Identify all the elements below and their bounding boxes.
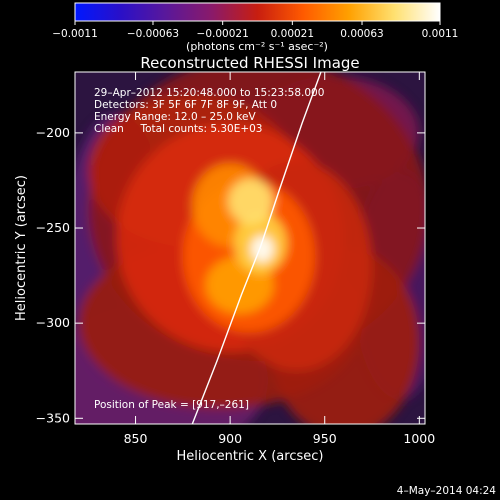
colorbar-tick-label: 0.0011 (422, 28, 459, 40)
observation-info: 29–Apr–2012 15:20:48.000 to 15:23:58.000… (94, 87, 324, 135)
info-line-detectors: Detectors: 3F 5F 6F 7F 8F 9F, Att 0 (94, 99, 277, 111)
heatmap-blob (228, 178, 274, 225)
colorbar-tick-label: 0.00063 (340, 28, 383, 40)
chart-title: Reconstructed RHESSI Image (140, 54, 359, 72)
colorbar-ticks: −0.0011 −0.00063 −0.00021 0.00021 0.00063 0.0… (52, 21, 458, 40)
info-line-energy: Energy Range: 12.0 – 25.0 keV (94, 111, 256, 123)
colorbar-tick-label: −0.0011 (52, 28, 98, 40)
info-line-time: 29–Apr–2012 15:20:48.000 to 15:23:58.000 (94, 87, 324, 99)
y-tick-label: −300 (36, 315, 70, 330)
x-axis-label: Heliocentric X (arcsec) (177, 449, 324, 464)
x-tick-label: 950 (313, 431, 337, 446)
axis-ticks: 850 900 950 1000 −200 −250 −300 −350 (36, 72, 435, 446)
y-axis-label: Heliocentric Y (arcsec) (14, 175, 29, 321)
colorbar-tick-label: −0.00021 (197, 28, 249, 40)
y-tick-label: −250 (36, 220, 70, 235)
y-tick-label: −200 (36, 125, 70, 140)
heatmap-image (75, 72, 425, 424)
solar-limb-line (191, 72, 322, 424)
colorbar-tick-label: 0.00021 (271, 28, 314, 40)
colorbar-unit-label: (photons cm⁻² s⁻¹ asec⁻²) (186, 40, 328, 53)
y-tick-label: −350 (36, 410, 70, 425)
colorbar (74, 2, 441, 22)
peak-position-label: Position of Peak = [917,–261] (94, 399, 249, 411)
x-tick-label: 1000 (403, 431, 435, 446)
footer-date: 4–May–2014 04:24 (397, 485, 497, 497)
info-line-clean: Clean Total counts: 5.30E+03 (94, 123, 263, 135)
x-tick-label: 850 (124, 431, 148, 446)
colorbar-tick-label: −0.00063 (127, 28, 179, 40)
plot-frame (74, 71, 426, 425)
x-tick-label: 900 (218, 431, 242, 446)
